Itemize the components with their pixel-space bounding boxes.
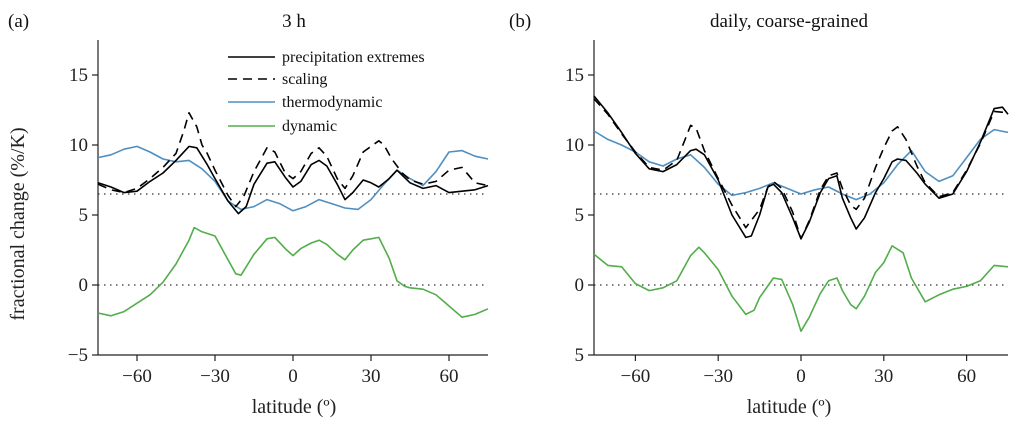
legend-label-scaling: scaling xyxy=(282,71,327,88)
panel-b-title: daily, coarse-grained xyxy=(710,11,869,32)
panel-b: (b) daily, coarse-grained latitude (º) 5… xyxy=(509,11,1009,418)
panel-b-y-tick-label: 0 xyxy=(575,275,585,296)
panel-a-title: 3 h xyxy=(282,11,306,32)
panel-b-x-axis-title: latitude (º) xyxy=(747,396,832,418)
panel-a-series-scaling xyxy=(97,112,489,208)
panel-a-y-tick-label: −5 xyxy=(68,345,88,366)
panel-a-y-tick-label: 5 xyxy=(79,205,89,226)
panel-b-series-scaling xyxy=(593,98,1009,240)
panel-b-y-tick-label: 10 xyxy=(565,135,584,156)
panel-a-legend: precipitation extremes scaling thermodyn… xyxy=(228,49,425,135)
panel-a-x-tick-label: 30 xyxy=(362,366,381,387)
panel-b-letter: (b) xyxy=(509,11,531,32)
panel-b-x-tick-label: −60 xyxy=(621,366,651,387)
panel-a-letter: (a) xyxy=(8,11,29,32)
panel-a-y-axis-title: fractional change (%/K) xyxy=(7,127,29,320)
panel-b-y-tick-label: 5 xyxy=(575,345,585,366)
panel-a-y-tick-label: 15 xyxy=(69,65,88,86)
panel-b-x-tick-label: 60 xyxy=(957,366,976,387)
panel-a-y-tick-label: 0 xyxy=(79,275,89,296)
legend-label-precipitation-extremes: precipitation extremes xyxy=(282,49,425,66)
panel-a-x-tick-label: −60 xyxy=(122,366,152,387)
panel-a-x-tick-label: 60 xyxy=(440,366,459,387)
panel-a-x-axis-title: latitude (º) xyxy=(252,396,337,418)
panel-a-series-thermodynamic xyxy=(97,145,489,212)
panel-b-series-precipitation-extremes xyxy=(593,95,1009,240)
panel-b-series-thermodynamic xyxy=(593,128,1009,201)
panel-a-series-precipitation-extremes xyxy=(97,145,489,215)
panel-b-y-tick-label: 5 xyxy=(575,205,585,226)
panel-b-x-tick-label: 0 xyxy=(796,366,806,387)
panel-a-x-tick-label: −30 xyxy=(200,366,230,387)
panel-a: (a) 3 h fractional change (%/K) latitude… xyxy=(7,11,489,418)
panel-b-x-tick-label: 30 xyxy=(874,366,893,387)
legend-label-thermodynamic: thermodynamic xyxy=(282,94,382,111)
panel-a-x-tick-label: 0 xyxy=(288,366,298,387)
panel-b-series-dynamic xyxy=(593,245,1009,332)
panel-b-y-tick-label: 15 xyxy=(565,65,584,86)
panel-b-x-tick-label: −30 xyxy=(703,366,733,387)
legend-label-dynamic: dynamic xyxy=(282,118,337,135)
panel-a-series-dynamic xyxy=(97,226,489,318)
panel-a-y-tick-label: 10 xyxy=(69,135,88,156)
